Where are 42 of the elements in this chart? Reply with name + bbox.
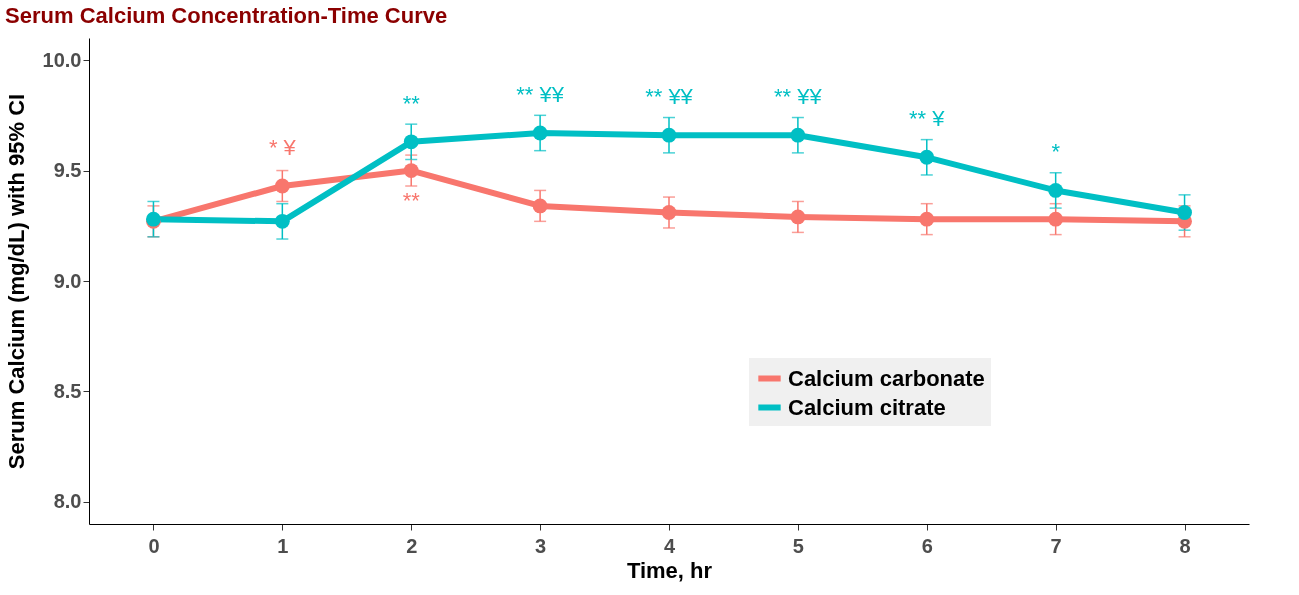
point [661,127,677,143]
point [274,213,290,229]
point [532,125,548,141]
x-tick-label: 7 [1050,534,1062,557]
point [1177,205,1192,220]
annotation: ** [402,187,421,213]
legend-label: Calcium carbonate [788,365,985,391]
annotation: ** ¥¥ [774,84,823,110]
y-tick-label: 9.0 [53,269,82,292]
chart-title: Serum Calcium Concentration-Time Curve [5,3,448,28]
point [919,149,935,165]
point [919,211,935,227]
x-tick-label: 1 [277,534,289,557]
y-tick-label: 8.5 [53,379,82,402]
y-axis-title: Serum Calcium (mg/dL) with 95% CI [3,93,29,470]
point [790,127,806,143]
point [403,163,419,178]
annotation: * ¥ [268,135,297,161]
point [274,178,290,194]
x-tick-label: 4 [663,534,676,557]
x-tick-label: 5 [792,534,804,557]
point [1048,211,1064,227]
x-tick-label: 3 [535,534,547,557]
legend-label: Calcium citrate [788,394,946,420]
point [790,209,806,225]
annotation: ** ¥¥ [645,84,694,110]
x-tick-label: 6 [921,534,933,557]
point [661,205,677,220]
x-tick-label: 8 [1179,534,1191,557]
point [532,198,548,214]
y-tick-label: 10.0 [42,48,82,71]
annotation: ** ¥ [909,106,946,132]
y-tick-label: 9.5 [53,159,82,182]
x-axis-title: Time, hr [626,557,713,583]
annotation: ** ¥¥ [516,81,565,107]
annotation: ** [402,90,421,116]
y-tick-label: 8.0 [53,490,82,513]
annotation: * [1051,139,1061,165]
x-tick-label: 0 [148,534,160,557]
x-tick-label: 2 [406,534,418,557]
point [1048,183,1064,198]
point [403,134,419,150]
